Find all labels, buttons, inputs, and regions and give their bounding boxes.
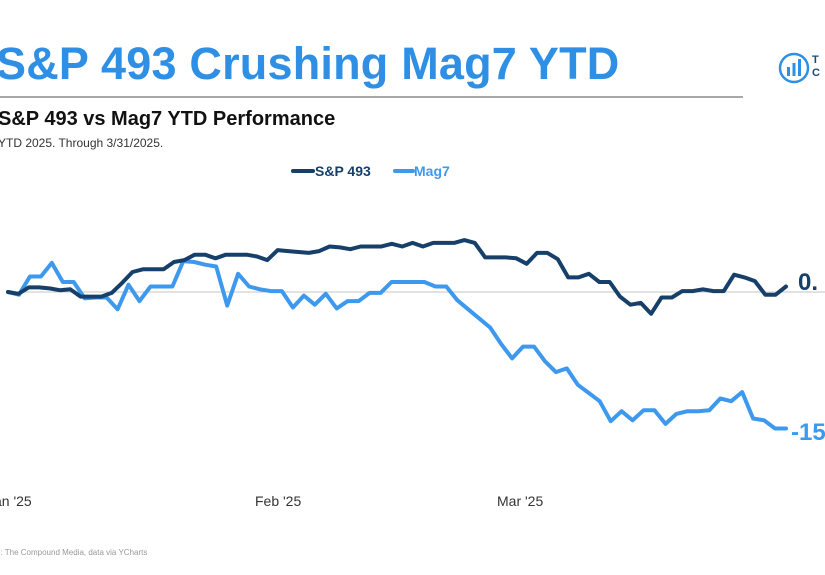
legend-label-sp493: S&P 493 <box>315 163 371 179</box>
compound-logo-icon <box>778 52 810 84</box>
page-title: S&P 493 Crushing Mag7 YTD <box>0 38 620 89</box>
logo-text-line-1: T <box>812 54 819 66</box>
end-label-mag7: -15 <box>791 419 825 446</box>
source-note: e: The Compound Media, data via YCharts <box>0 548 148 557</box>
logo-text-line-2: C <box>812 67 820 79</box>
x-tick-label-feb: Feb '25 <box>255 493 301 509</box>
logo-text: T C <box>812 54 820 80</box>
x-tick-label-mar: Mar '25 <box>497 493 543 509</box>
x-tick-label-jan: an '25 <box>0 493 32 509</box>
chart-subtitle: S&P 493 vs Mag7 YTD Performance <box>0 108 336 130</box>
end-label-sp493: 0. <box>798 269 818 296</box>
line-mag7 <box>6 259 788 431</box>
title-divider <box>0 96 743 98</box>
legend-label-mag7: Mag7 <box>414 163 450 179</box>
chart-note: YTD 2025. Through 3/31/2025. <box>0 136 164 150</box>
line-sp493 <box>6 238 788 316</box>
legend: S&P 493 Mag7 <box>291 163 450 179</box>
